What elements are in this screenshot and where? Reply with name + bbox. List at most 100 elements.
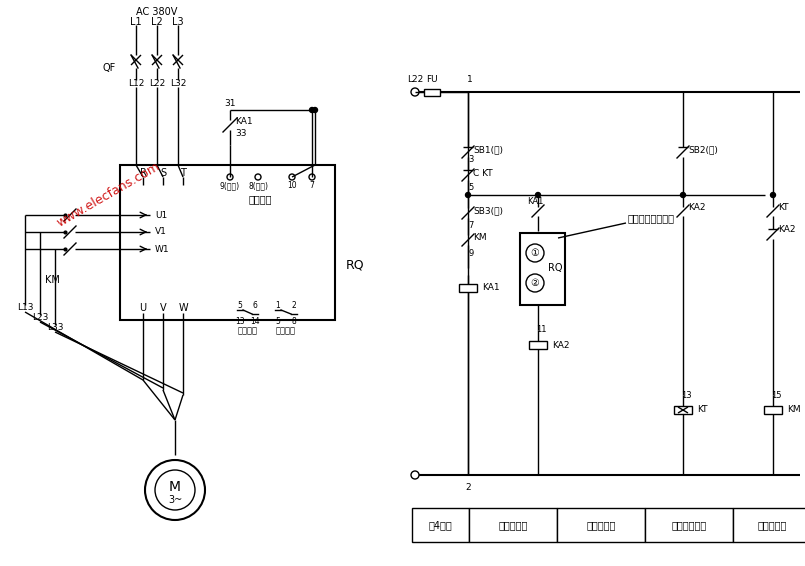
Bar	[529, 341, 547, 349]
Text: 运行继电器: 运行继电器	[586, 520, 616, 530]
Bar	[459, 284, 477, 292]
Text: V: V	[159, 303, 167, 313]
Text: 电动机控制: 电动机控制	[498, 520, 528, 530]
Circle shape	[145, 460, 205, 520]
Text: 31: 31	[225, 100, 236, 109]
Text: 15: 15	[770, 391, 781, 400]
Text: 3~: 3~	[168, 495, 182, 505]
Circle shape	[309, 174, 315, 180]
Text: 11: 11	[536, 325, 547, 335]
Text: L22: L22	[407, 75, 423, 84]
Text: 7: 7	[310, 182, 315, 191]
Text: FU: FU	[426, 75, 438, 84]
Text: ②: ②	[530, 278, 539, 288]
Text: KT: KT	[778, 203, 789, 212]
Text: W: W	[178, 303, 188, 313]
Text: L12: L12	[128, 79, 144, 88]
Text: SB3(绿): SB3(绿)	[473, 207, 503, 216]
Text: 运行接触器: 运行接触器	[758, 520, 787, 530]
Text: W1: W1	[155, 245, 170, 254]
Circle shape	[411, 471, 419, 479]
Text: 8(停止): 8(停止)	[248, 182, 268, 191]
Circle shape	[312, 108, 317, 113]
Text: KA1: KA1	[526, 196, 543, 205]
Bar	[645, 508, 733, 542]
Text: 9(起动): 9(起动)	[220, 182, 240, 191]
Text: KM: KM	[473, 234, 487, 242]
Text: KT: KT	[697, 405, 708, 414]
Text: KM: KM	[45, 275, 60, 285]
Text: 8: 8	[291, 318, 296, 327]
Circle shape	[526, 244, 544, 262]
Text: 9: 9	[469, 250, 473, 259]
Circle shape	[535, 192, 540, 198]
Circle shape	[526, 274, 544, 292]
Circle shape	[411, 88, 419, 96]
Text: KM: KM	[787, 405, 801, 414]
Text: 2: 2	[465, 482, 471, 491]
Text: 6: 6	[253, 301, 258, 310]
Text: 5: 5	[469, 182, 473, 191]
Bar	[469, 508, 557, 542]
Text: L23: L23	[32, 314, 48, 323]
Text: 旁路控制: 旁路控制	[276, 327, 296, 336]
Text: SB1(红): SB1(红)	[473, 145, 503, 155]
Text: L2: L2	[151, 17, 163, 27]
Text: 3: 3	[469, 156, 473, 165]
Circle shape	[155, 470, 195, 510]
Text: ①: ①	[530, 248, 539, 258]
Text: 13: 13	[235, 318, 245, 327]
Text: T: T	[180, 168, 186, 178]
Text: V1: V1	[155, 228, 167, 237]
Bar	[520, 233, 565, 305]
Text: 1: 1	[467, 75, 473, 84]
Text: KA2: KA2	[778, 225, 795, 234]
Text: C KT: C KT	[473, 169, 493, 178]
Text: L32: L32	[170, 79, 186, 88]
Circle shape	[227, 174, 233, 180]
Text: 起停控制: 起停控制	[248, 194, 272, 204]
Text: 焉4断器: 焉4断器	[428, 520, 452, 530]
Text: 软起动器旁路接点: 软起动器旁路接点	[628, 213, 675, 223]
Text: AC 380V: AC 380V	[136, 7, 178, 17]
Text: 故障输出: 故障输出	[238, 327, 258, 336]
Text: 10: 10	[287, 182, 297, 191]
Circle shape	[255, 174, 261, 180]
Text: L33: L33	[47, 324, 64, 332]
Bar	[764, 406, 782, 414]
Text: 33: 33	[235, 128, 246, 138]
Text: S: S	[160, 168, 166, 178]
Text: L13: L13	[17, 303, 33, 312]
Circle shape	[289, 174, 295, 180]
Text: 14: 14	[250, 318, 260, 327]
Text: 2: 2	[291, 301, 296, 310]
Text: R: R	[139, 168, 147, 178]
Text: 5: 5	[275, 318, 280, 327]
Text: L22: L22	[149, 79, 165, 88]
Bar	[557, 508, 645, 542]
Bar	[674, 406, 692, 414]
Text: KA1: KA1	[235, 118, 253, 126]
Text: SB2(红): SB2(红)	[688, 145, 718, 155]
Text: 7: 7	[469, 221, 473, 229]
Text: L3: L3	[172, 17, 184, 27]
Bar	[424, 89, 440, 96]
Text: M: M	[169, 480, 181, 494]
Text: RQ: RQ	[548, 263, 563, 273]
Text: QF: QF	[103, 63, 116, 73]
Text: 延时停止回路: 延时停止回路	[671, 520, 707, 530]
Circle shape	[309, 108, 315, 113]
Circle shape	[465, 192, 470, 198]
Text: L1: L1	[130, 17, 142, 27]
Bar	[120, 165, 335, 320]
Text: www.elecfans.com: www.elecfans.com	[54, 160, 162, 230]
Bar	[412, 508, 469, 542]
Text: U1: U1	[155, 211, 167, 220]
Text: KA1: KA1	[482, 284, 500, 293]
Text: 5: 5	[237, 301, 242, 310]
Text: KA2: KA2	[552, 341, 569, 349]
Text: U: U	[139, 303, 147, 313]
Text: RQ: RQ	[345, 259, 365, 272]
Text: 1: 1	[275, 301, 280, 310]
Circle shape	[770, 192, 775, 198]
